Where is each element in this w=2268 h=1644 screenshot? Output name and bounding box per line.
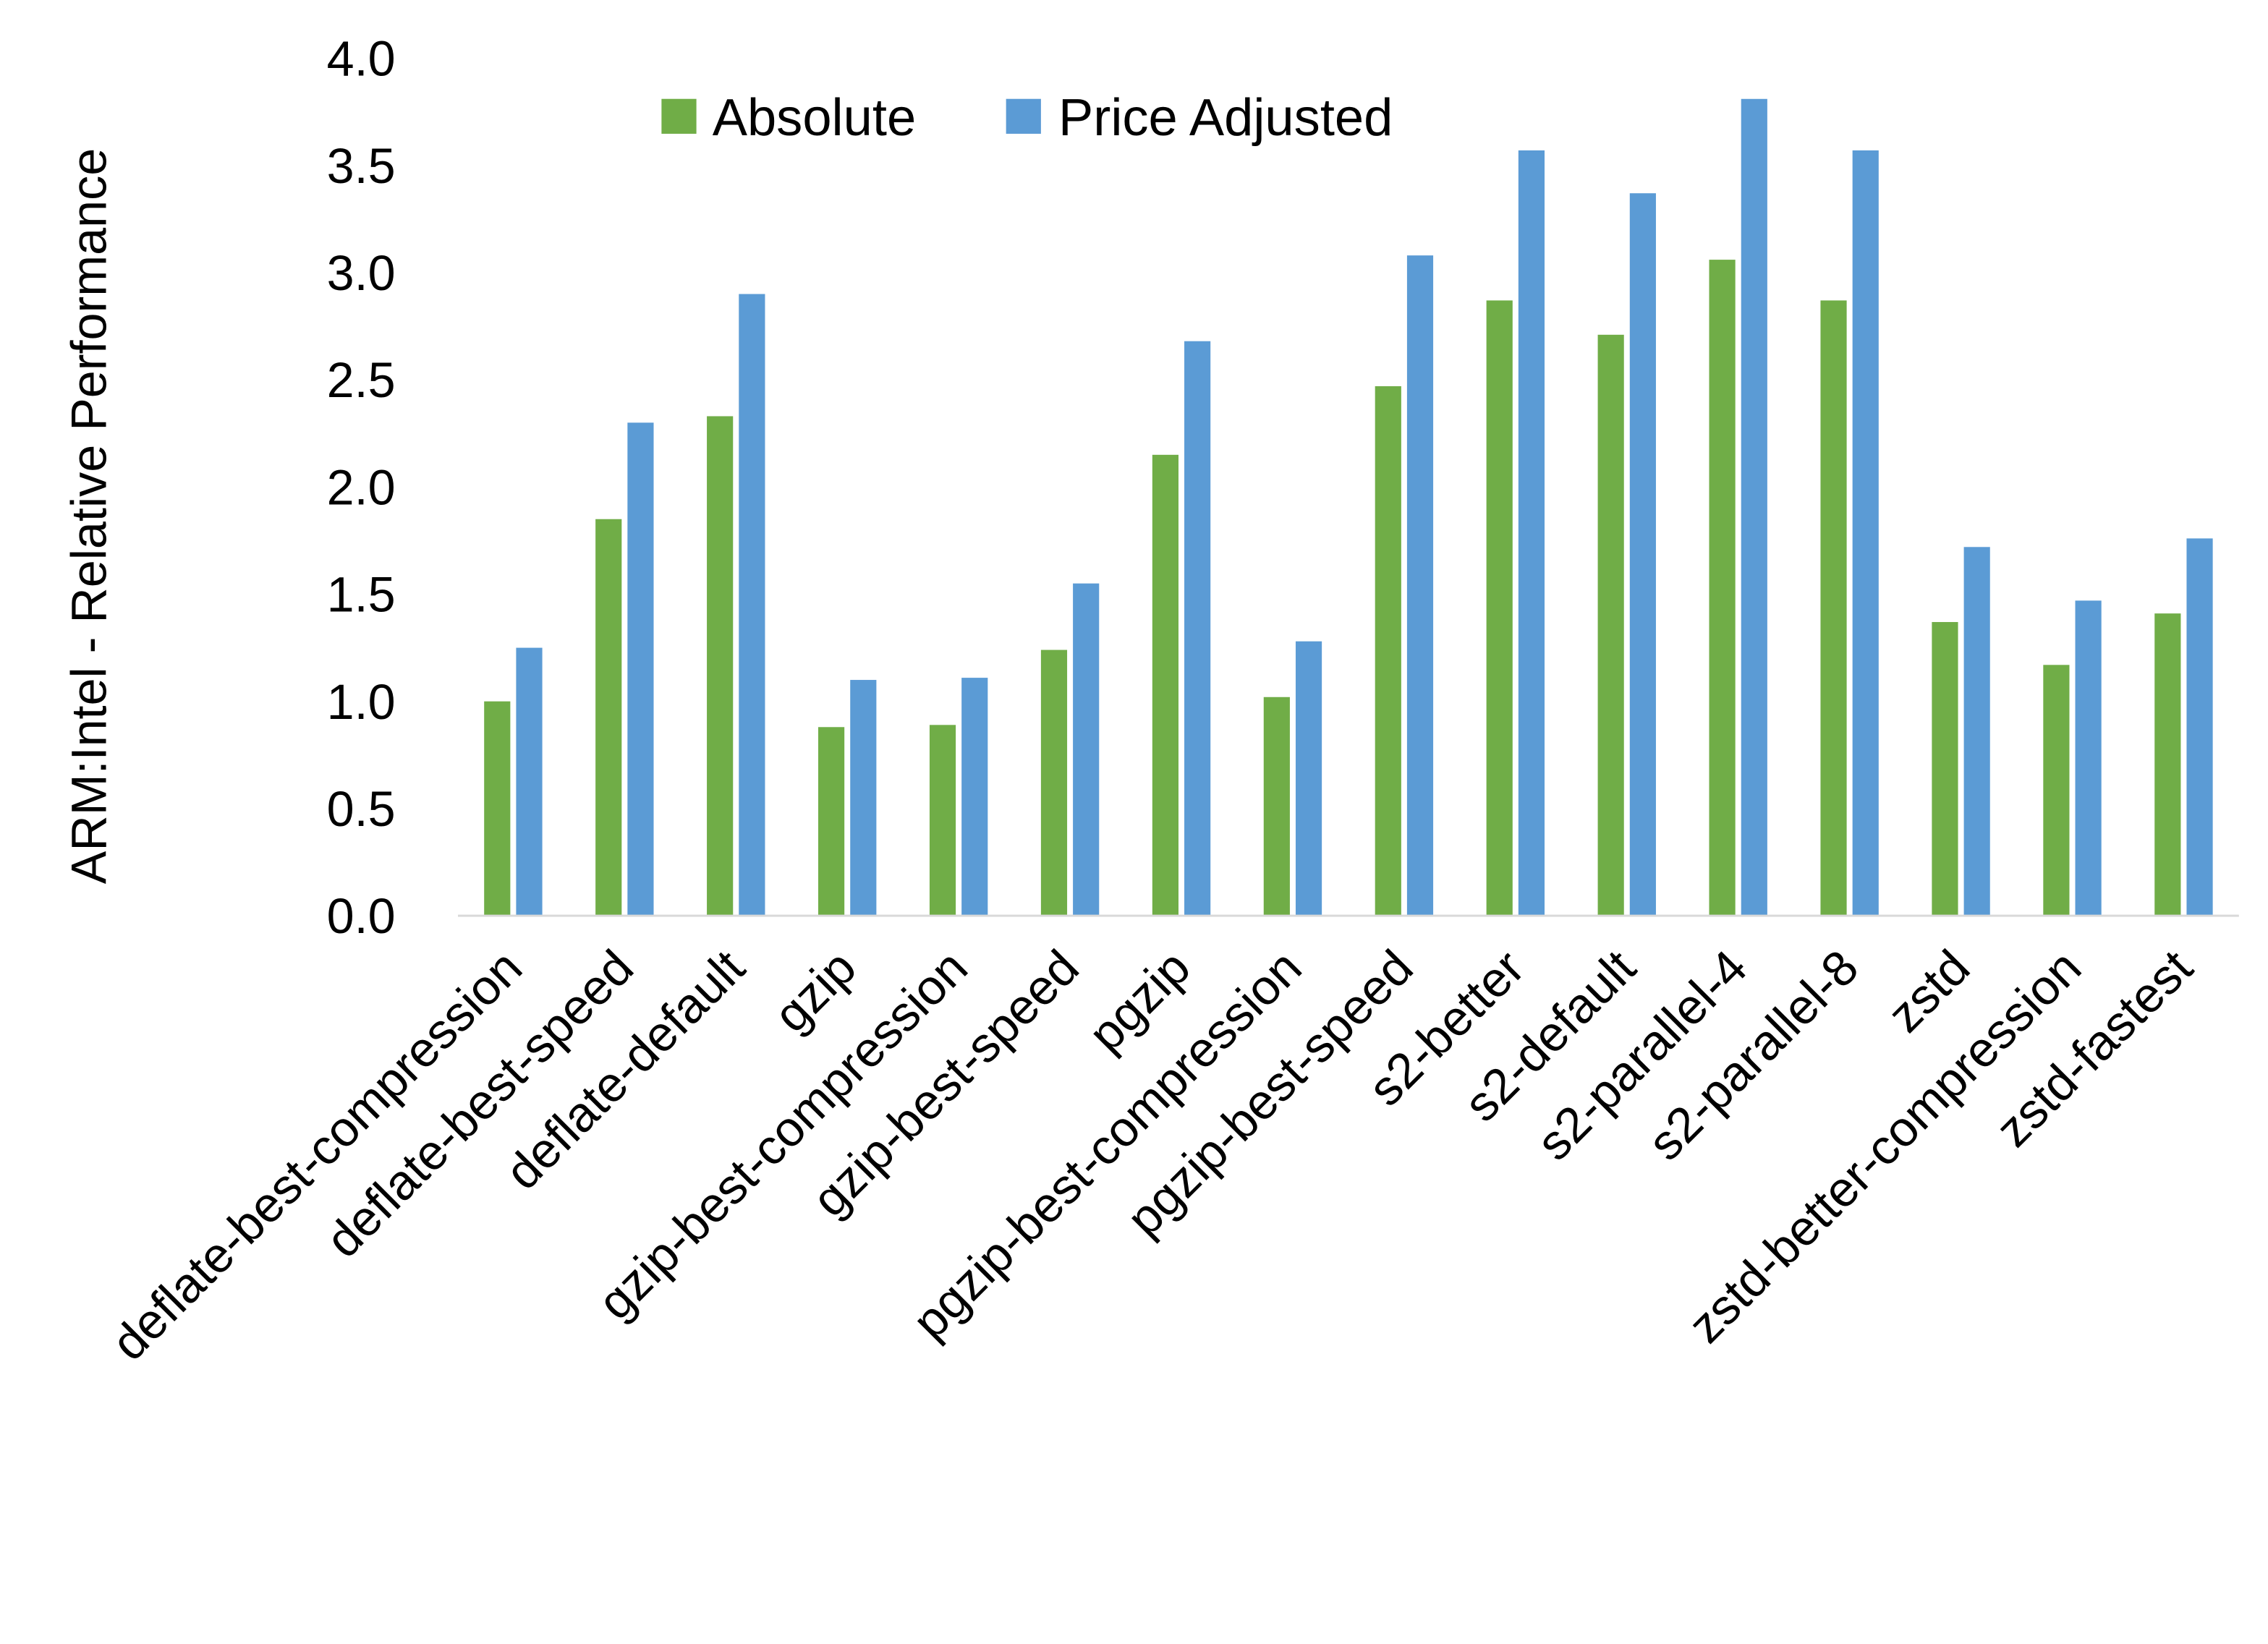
bar-price-adjusted-s2-better [1518,150,1545,916]
bar-absolute-s2-parallel-4 [1709,260,1736,916]
bar-price-adjusted-s2-parallel-8 [1852,150,1879,916]
bar-absolute-gzip [818,727,845,916]
y-tick-label: 0.5 [327,782,396,837]
bar-price-adjusted-gzip [850,680,877,916]
bar-price-adjusted-deflate-best-speed [627,422,654,916]
bar-price-adjusted-deflate-default [739,294,765,916]
y-tick-label: 3.5 [327,139,396,194]
legend-swatch-price-adjusted [1006,98,1041,134]
bar-absolute-s2-better [1486,300,1513,916]
bar-price-adjusted-zstd-fastest [2186,538,2213,916]
y-tick-label: 2.5 [327,353,396,408]
bar-absolute-zstd-better-compression [2043,665,2070,916]
y-tick-label: 0.0 [327,889,396,944]
bar-price-adjusted-zstd [1963,547,1990,916]
y-axis-label: ARM:Intel - Relative Performance [62,148,117,884]
bar-absolute-s2-default [1597,334,1624,916]
x-category-label: deflate-best-compression [101,940,532,1371]
bar-absolute-pgzip-best-compression [1263,697,1290,916]
bar-absolute-s2-parallel-8 [1820,300,1847,916]
bar-price-adjusted-pgzip-best-speed [1406,255,1434,916]
legend-swatch-absolute [661,98,697,134]
bar-absolute-pgzip-best-speed [1375,386,1401,916]
bar-price-adjusted-deflate-best-compression [516,647,543,916]
legend-label-absolute: Absolute [713,89,916,147]
x-axis-categories: deflate-best-compressiondeflate-best-spe… [101,940,2203,1371]
bar-absolute-gzip-best-compression [929,725,956,916]
bar-price-adjusted-gzip-best-compression [961,678,988,916]
legend: Absolute Price Adjusted [661,89,1393,147]
y-axis-ticks: 0.0 0.5 1.0 1.5 2.0 2.5 3.0 3.5 4.0 [327,32,396,945]
legend-label-price-adjusted: Price Adjusted [1058,89,1393,147]
bar-absolute-zstd-fastest [2154,613,2181,916]
bar-absolute-pgzip [1152,454,1178,916]
y-tick-label: 3.0 [327,246,396,301]
bar-price-adjusted-s2-parallel-4 [1741,98,1767,916]
y-tick-label: 1.5 [327,568,396,623]
bar-price-adjusted-pgzip [1184,341,1211,916]
bar-absolute-deflate-best-speed [595,519,622,916]
bar-price-adjusted-s2-default [1629,193,1656,916]
y-tick-label: 2.0 [327,460,396,515]
bar-price-adjusted-pgzip-best-compression [1295,641,1322,916]
y-tick-label: 4.0 [327,32,396,87]
bar-price-adjusted-zstd-better-compression [2075,600,2102,916]
bar-price-adjusted-gzip-best-speed [1073,583,1100,916]
bar-absolute-deflate-best-compression [484,701,511,916]
bar-absolute-gzip-best-speed [1040,649,1068,916]
bar-absolute-zstd [1932,622,1958,916]
bar-absolute-deflate-default [707,416,734,916]
y-tick-label: 1.0 [327,675,396,730]
bars [484,98,2213,916]
